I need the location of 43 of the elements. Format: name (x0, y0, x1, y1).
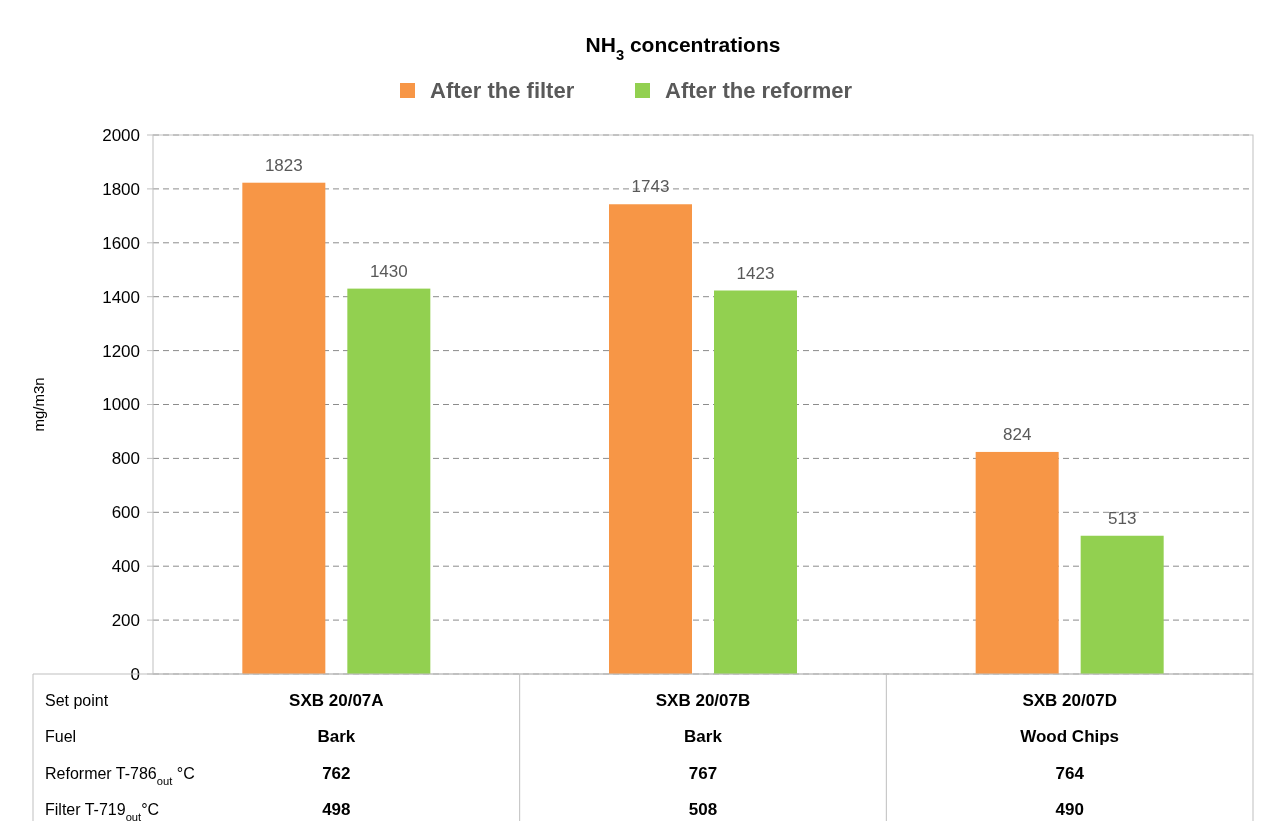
text: Fuel (45, 728, 77, 746)
x-tick-label: SXB 20/07D (1022, 690, 1117, 710)
text: 490 (1055, 800, 1084, 820)
data-label: 1430 (369, 261, 408, 281)
text: Wood Chips (1020, 727, 1120, 747)
y-tick-label: 800 (111, 449, 140, 469)
text: 767 (688, 763, 718, 783)
y-tick-label: 1200 (102, 341, 140, 361)
bar (242, 182, 326, 674)
data-label: 1823 (264, 155, 303, 175)
y-tick-label: 200 (111, 611, 140, 631)
bar (347, 288, 431, 674)
legend-label: After the filter (430, 78, 575, 103)
y-tick-label: 1800 (102, 179, 140, 199)
data-label: 1743 (631, 177, 670, 197)
y-tick-label: 1000 (102, 395, 140, 415)
y-tick-label: 600 (111, 503, 140, 523)
bar (609, 204, 692, 674)
chart-title: NH$_{3}$ concentrations (585, 33, 781, 63)
text: Bark (317, 727, 356, 747)
data-label: 513 (1107, 508, 1137, 528)
y-tick-label: 400 (111, 557, 140, 577)
y-tick-label: 1600 (102, 233, 140, 253)
bar (1080, 535, 1164, 674)
x-tick-label: SXB 20/07A (289, 690, 384, 710)
text: 508 (688, 800, 718, 820)
y-tick-label: 2000 (102, 125, 140, 145)
legend-label: After the reformer (665, 78, 853, 103)
y-tick-label: 0 (130, 664, 140, 684)
data-label: 1423 (736, 263, 775, 283)
y-axis-title: mg/m3n (30, 377, 47, 432)
text: Set point (45, 691, 109, 709)
text: 762 (322, 763, 351, 783)
text: 764 (1055, 763, 1085, 783)
x-tick-label: SXB 20/07B (655, 690, 751, 710)
text: 498 (322, 800, 351, 820)
bar (714, 290, 797, 674)
text: Bark (684, 727, 723, 747)
bar (975, 451, 1059, 674)
y-tick-label: 1400 (102, 287, 140, 307)
data-label: 824 (1002, 424, 1032, 444)
text: Filter T-719$_{out}$°C (45, 801, 160, 821)
text: Reformer T-786$_{out}$ °C (45, 764, 195, 787)
